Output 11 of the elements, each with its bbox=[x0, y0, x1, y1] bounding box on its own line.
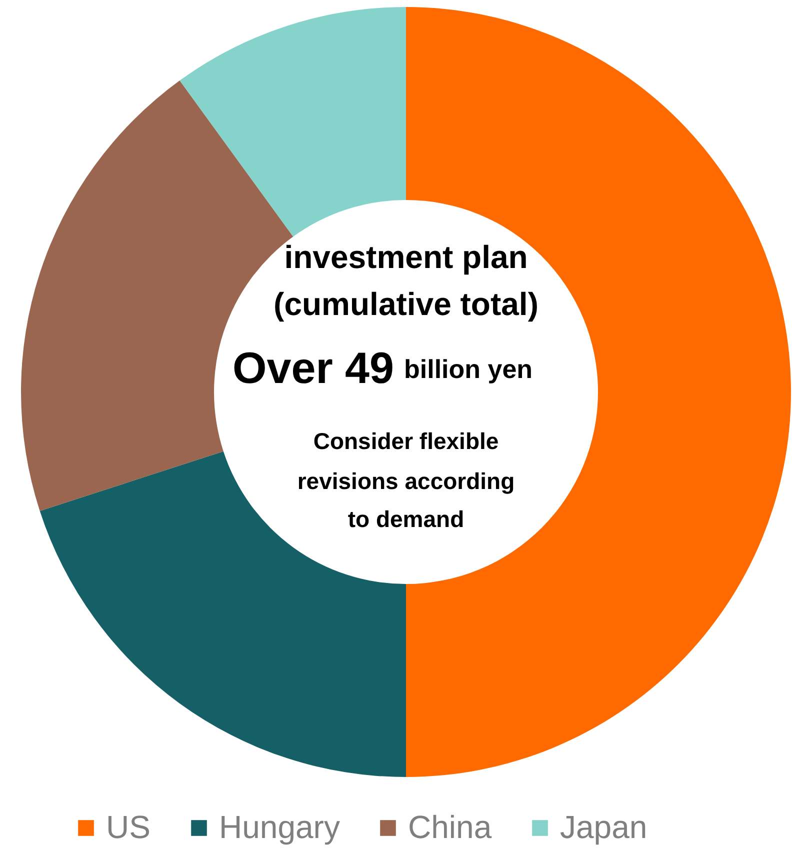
legend-label: Hungary bbox=[219, 809, 340, 845]
text: billion yen bbox=[404, 354, 533, 384]
legend-label: US bbox=[106, 809, 150, 845]
text: investment plan bbox=[284, 239, 528, 275]
legend-label: Japan bbox=[560, 809, 648, 845]
text: revisions according bbox=[297, 468, 515, 494]
text: to demand bbox=[348, 506, 464, 532]
text: Over 49 bbox=[232, 344, 394, 393]
text: Consider flexible bbox=[313, 428, 499, 454]
text: (cumulative total) bbox=[274, 286, 538, 322]
legend-label: China bbox=[408, 809, 492, 845]
